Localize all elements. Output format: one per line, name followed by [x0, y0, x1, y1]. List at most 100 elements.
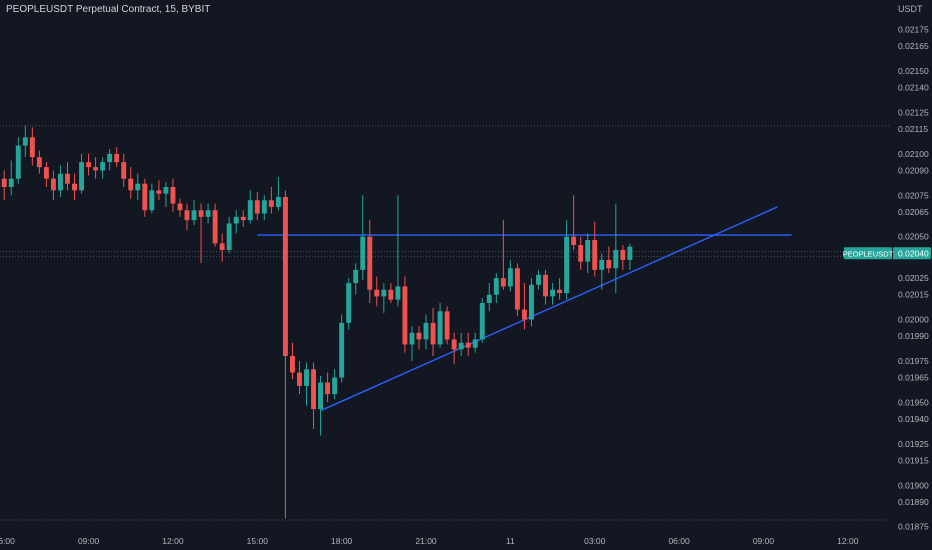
candle	[360, 195, 366, 280]
candle-body	[57, 173, 63, 191]
y-tick-label: 0.01940	[898, 414, 929, 424]
x-tick-label: 09:00	[753, 536, 775, 546]
candle	[486, 283, 492, 312]
candle-body	[135, 183, 141, 191]
candle	[599, 253, 605, 290]
price-axis[interactable]: 0.02175 0.02165 0.02150 0.02140 0.02125 0.021…	[898, 25, 929, 532]
currency-label: USDT	[898, 4, 923, 14]
y-tick-label: 0.01950	[898, 397, 929, 407]
candle	[149, 183, 155, 214]
candle-body	[486, 294, 492, 303]
y-tick-label: 0.02065	[898, 207, 929, 217]
candle	[170, 178, 176, 212]
candle-body	[149, 190, 155, 211]
candle	[304, 362, 309, 406]
y-tick-label: 0.02025	[898, 273, 929, 283]
candle-body	[472, 339, 478, 348]
candle	[86, 153, 92, 176]
candle	[22, 125, 28, 158]
candle-body	[268, 200, 274, 207]
candle-body	[275, 196, 281, 207]
candle-body	[606, 259, 612, 269]
candle	[451, 332, 457, 365]
candle	[240, 210, 246, 227]
candle-body	[437, 311, 443, 345]
candle	[536, 269, 541, 290]
last-price-tag-group: PEOPLEUSDT 0.02040	[843, 247, 931, 260]
candle	[205, 203, 211, 224]
candle	[585, 233, 591, 274]
candle	[121, 153, 127, 188]
candle-body	[36, 157, 42, 168]
candle	[514, 263, 520, 317]
candle-body	[564, 236, 570, 294]
y-tick-label: 0.01975	[898, 356, 929, 366]
candle	[543, 269, 548, 305]
candle-body	[578, 245, 584, 262]
candle-body	[557, 289, 563, 294]
candle	[114, 147, 120, 168]
candle	[57, 165, 63, 197]
trendline-rising-support[interactable]	[320, 206, 778, 412]
y-tick-label: 0.01900	[898, 480, 929, 490]
candle	[564, 220, 570, 300]
candle	[409, 326, 415, 361]
candle-body	[367, 236, 373, 290]
x-tick-label: 09:00	[78, 536, 100, 546]
candle-body	[360, 236, 366, 270]
candle	[613, 203, 619, 294]
symbol-tag-bg	[844, 247, 892, 260]
y-tick-label: 0.02125	[898, 107, 929, 117]
candle-body	[297, 372, 302, 386]
candle-body	[212, 210, 218, 244]
y-tick-label: 0.02175	[898, 25, 929, 35]
time-axis[interactable]: 06:00 09:00 12:00 15:00 18:00 21:00 11 03:00 06:…	[0, 536, 859, 546]
symbol-title[interactable]: PEOPLEUSDT Perpetual Contract, 15, BYBIT	[6, 4, 211, 15]
symbol-tag: PEOPLEUSDT	[843, 249, 894, 258]
candle-body	[170, 187, 176, 204]
candle-body	[416, 332, 422, 340]
candle	[15, 137, 21, 184]
candle	[8, 160, 14, 196]
candle	[557, 278, 563, 300]
candle-body	[205, 210, 211, 217]
candle-body	[261, 200, 267, 214]
x-tick-label: 21:00	[415, 536, 437, 546]
candle-body	[29, 137, 35, 158]
y-tick-label: 0.02100	[898, 149, 929, 159]
candle	[346, 278, 352, 330]
candle-body	[163, 187, 169, 194]
candle	[282, 190, 288, 519]
candle-body	[423, 322, 429, 340]
candle	[521, 283, 527, 330]
candle-body	[521, 309, 527, 320]
candle-body	[514, 268, 520, 310]
candle-body	[100, 162, 106, 171]
candle	[311, 362, 316, 429]
x-tick-label: 06:00	[668, 536, 690, 546]
x-tick-label: 12:00	[162, 536, 184, 546]
reference-lines	[0, 125, 890, 521]
x-tick-label: 15:00	[247, 536, 269, 546]
candle-body	[500, 278, 506, 287]
candle	[550, 283, 556, 305]
candle-body	[592, 240, 598, 270]
candle-body	[1, 178, 7, 188]
candle	[79, 153, 85, 194]
candle	[507, 259, 513, 292]
candle-body	[479, 302, 485, 340]
candle-body	[43, 167, 49, 179]
x-tick-label: 03:00	[584, 536, 606, 546]
last-price-tag-bg	[893, 247, 931, 260]
candle-body	[191, 210, 197, 221]
candle	[606, 246, 612, 274]
candle-body	[226, 223, 232, 250]
candle	[191, 200, 197, 226]
candle-body	[65, 173, 70, 184]
candle	[212, 203, 218, 247]
candle-body	[15, 145, 21, 179]
candle	[29, 127, 35, 166]
candle-body	[627, 246, 633, 260]
y-tick-label: 0.02140	[898, 83, 929, 93]
